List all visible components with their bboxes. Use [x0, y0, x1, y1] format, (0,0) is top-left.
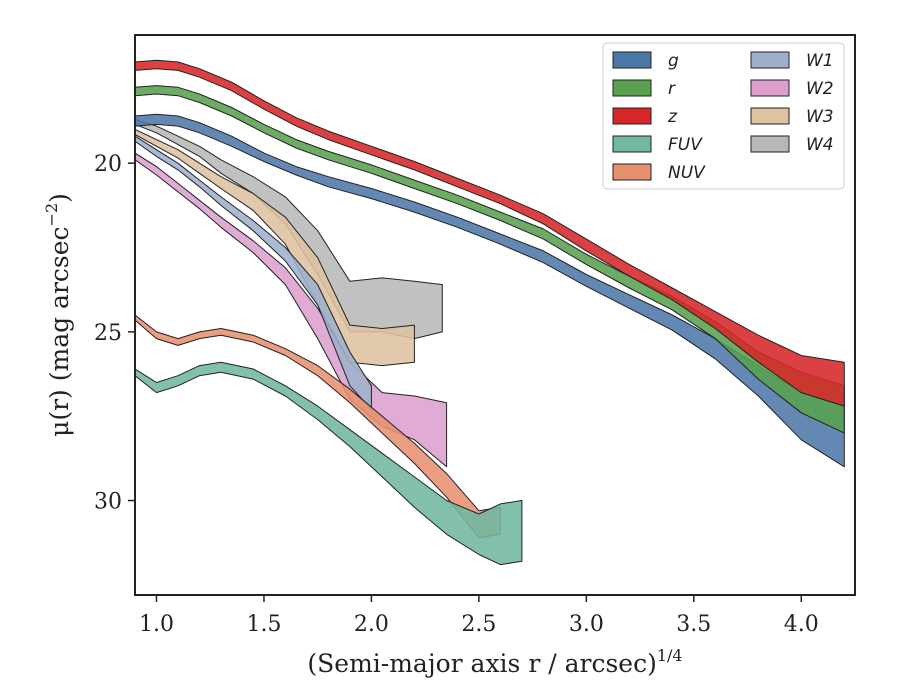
band-fuv: [135, 361, 523, 566]
legend-label-z: z: [667, 107, 678, 127]
x-tick-label: 3.5: [676, 612, 711, 637]
y-tick-label: 20: [94, 152, 122, 177]
legend-label-w2: W2: [806, 79, 834, 99]
x-axis: 1.0 1.5 2.0 2.5 3.0 3.5 4.0: [139, 595, 819, 637]
legend-swatch-w3: [750, 107, 790, 125]
legend-swatch-fuv: [612, 135, 652, 153]
legend-swatch-r: [612, 79, 652, 97]
band-g: [135, 113, 845, 468]
x-tick-label: 1.0: [139, 612, 174, 637]
x-tick-label: 3.0: [569, 612, 604, 637]
band-r: [135, 85, 845, 434]
legend-label-w4: W4: [806, 135, 834, 155]
x-tick-label: 4.0: [784, 612, 819, 637]
legend-swatch-g: [612, 51, 652, 69]
legend-swatch-w1: [750, 51, 790, 69]
y-tick-label: 30: [94, 490, 122, 515]
legend-swatch-z: [612, 107, 652, 125]
legend-label-nuv: NUV: [668, 163, 706, 183]
y-axis-label-close: ): [45, 193, 74, 203]
legend: grz FUV NUV W1 W2 W3 W4: [602, 42, 845, 190]
y-axis-label-text: μ(r) (mag arcsec: [45, 226, 74, 436]
y-axis-label-exponent: −2: [42, 203, 61, 227]
legend-label-w3: W3: [806, 107, 834, 127]
legend-swatch-w2: [750, 79, 790, 97]
x-axis-label-text: (Semi-major axis r / arcsec): [307, 649, 656, 678]
legend-label-g: g: [668, 51, 679, 71]
x-tick-label: 2.0: [354, 612, 389, 637]
band-w3: [135, 129, 415, 367]
x-tick-label: 1.5: [246, 612, 281, 637]
band-z: [135, 59, 845, 407]
legend-label-w1: W1: [806, 51, 834, 71]
plot-frame: [134, 34, 856, 596]
y-axis: 20 25 30: [94, 152, 135, 515]
x-axis-label: (Semi-major axis r / arcsec)1/4: [307, 646, 682, 678]
y-tick-label: 25: [94, 321, 122, 346]
legend-label-fuv: FUV: [668, 135, 703, 155]
x-axis-label-exponent: 1/4: [657, 646, 683, 665]
legend-swatch-nuv: [612, 163, 652, 181]
legend-swatch-w4: [750, 135, 790, 153]
plot-area: [135, 59, 845, 566]
x-tick-label: 2.5: [461, 612, 496, 637]
legend-label-r: r: [668, 79, 676, 99]
y-axis-label: μ(r) (mag arcsec−2): [42, 193, 74, 437]
